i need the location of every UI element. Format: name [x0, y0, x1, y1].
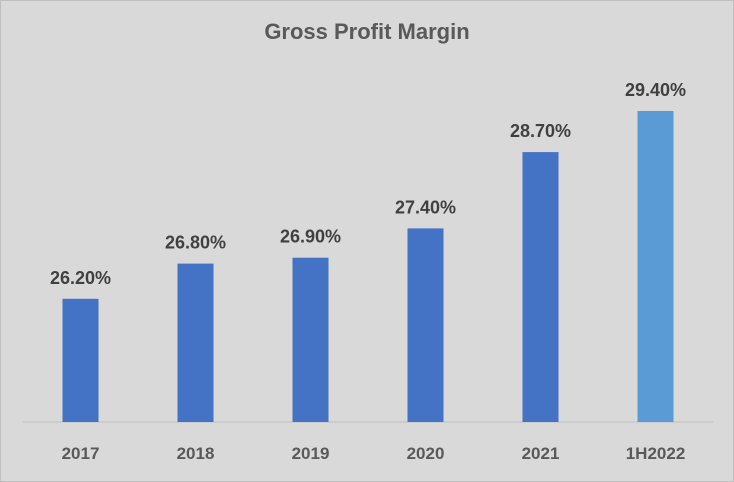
- x-tick-label-2018: 2018: [177, 444, 215, 463]
- x-tick-label-1h2022: 1H2022: [626, 444, 686, 463]
- data-label-2019: 26.90%: [280, 227, 341, 247]
- x-tick-label-2017: 2017: [62, 444, 100, 463]
- data-label-2021: 28.70%: [510, 121, 571, 141]
- x-tick-label-2019: 2019: [292, 444, 330, 463]
- bar-2020: [407, 228, 444, 422]
- data-label-2020: 27.40%: [395, 197, 456, 217]
- data-labels-group: 26.20% 26.80% 26.90% 27.40% 28.70% 29.40%: [50, 80, 686, 288]
- x-tick-labels-group: 2017 2018 2019 2020 2021 1H2022: [62, 444, 686, 463]
- bar-2017: [62, 298, 99, 422]
- x-tick-label-2020: 2020: [407, 444, 445, 463]
- data-label-2018: 26.80%: [165, 233, 226, 253]
- bar-2019: [292, 257, 329, 422]
- x-tick-label-2021: 2021: [522, 444, 560, 463]
- bar-2021: [522, 152, 559, 422]
- chart-title: Gross Profit Margin: [264, 19, 470, 44]
- bars-group: [62, 111, 674, 422]
- data-label-1h2022: 29.40%: [625, 80, 686, 100]
- bar-2018: [177, 263, 214, 422]
- bar-1h2022: [637, 111, 674, 422]
- data-label-2017: 26.20%: [50, 268, 111, 288]
